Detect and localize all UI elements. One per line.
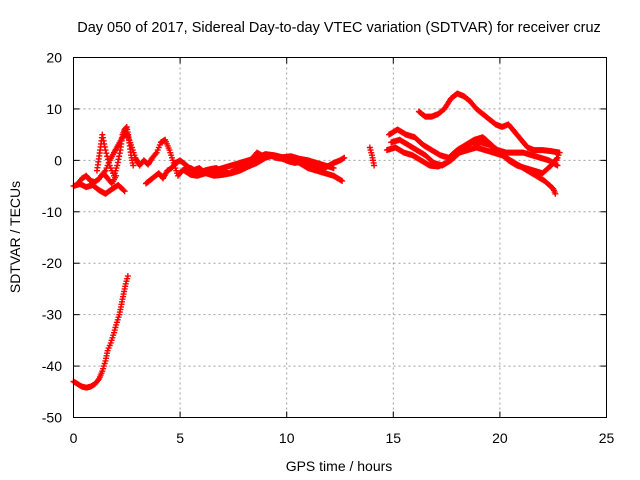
x-tick-label: 0	[70, 430, 78, 446]
x-axis-label: GPS time / hours	[286, 458, 393, 474]
series-g	[366, 144, 378, 169]
x-tick-label: 20	[492, 430, 508, 446]
series-l	[70, 273, 131, 391]
data-point	[330, 165, 337, 172]
data-point	[371, 162, 378, 169]
data-point	[103, 150, 110, 157]
data-point	[102, 147, 109, 154]
y-tick-label: -40	[42, 358, 62, 374]
x-tick-label: 25	[599, 430, 615, 446]
y-tick-label: 20	[46, 50, 62, 66]
chart-title: Day 050 of 2017, Sidereal Day-to-day VTE…	[77, 20, 601, 36]
y-tick-label: -50	[42, 410, 62, 426]
data-point	[121, 188, 128, 195]
x-tick-label: 5	[176, 430, 184, 446]
data-point	[124, 273, 131, 280]
x-tick-label: 10	[279, 430, 295, 446]
data-point	[341, 154, 348, 161]
plot-frame	[73, 57, 607, 418]
y-tick-label: -10	[42, 204, 62, 220]
y-axis-label: SDTVAR / TECUs	[7, 181, 23, 293]
y-tick-label: -20	[42, 255, 62, 271]
data-point	[95, 377, 102, 384]
data-point	[120, 187, 127, 194]
series-j	[383, 139, 561, 170]
series-i	[388, 136, 559, 197]
data-point	[552, 159, 559, 166]
series-k	[415, 90, 563, 166]
data-point	[339, 177, 346, 184]
y-tick-label: 0	[54, 152, 62, 168]
grid-lines	[73, 57, 607, 418]
data-point	[130, 162, 137, 169]
data-points	[70, 90, 563, 391]
data-point	[152, 150, 159, 157]
x-tick-label: 15	[386, 430, 402, 446]
data-point	[101, 168, 108, 175]
y-tick-label: 10	[46, 101, 62, 117]
series-f	[181, 151, 337, 179]
y-tick-label: -30	[42, 307, 62, 323]
series-a	[70, 181, 128, 197]
data-point	[552, 190, 559, 197]
